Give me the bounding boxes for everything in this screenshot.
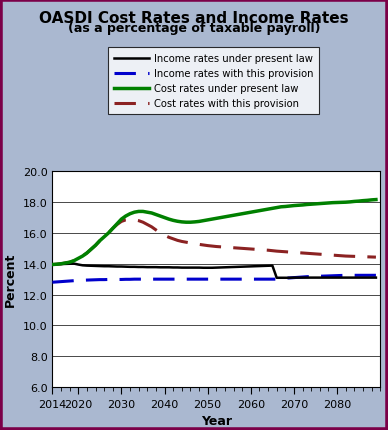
Y-axis label: Percent: Percent bbox=[4, 252, 17, 307]
Legend: Income rates under present law, Income rates with this provision, Cost rates und: Income rates under present law, Income r… bbox=[107, 48, 319, 115]
X-axis label: Year: Year bbox=[201, 414, 232, 427]
Text: OASDI Cost Rates and Income Rates: OASDI Cost Rates and Income Rates bbox=[39, 11, 349, 26]
Text: (as a percentage of taxable payroll): (as a percentage of taxable payroll) bbox=[68, 22, 320, 35]
